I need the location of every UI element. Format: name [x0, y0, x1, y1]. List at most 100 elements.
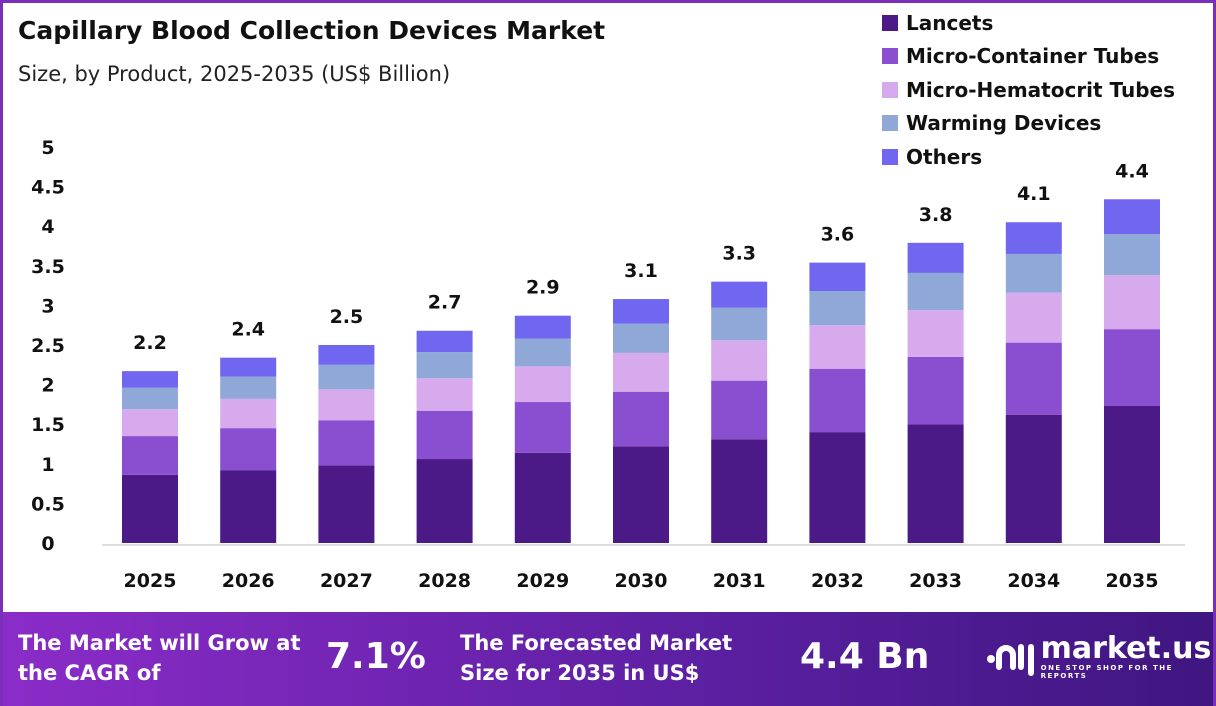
bar-segment-warming-devices [220, 376, 277, 399]
total-label: 3.3 [722, 243, 756, 265]
legend: Lancets Micro-Container Tubes Micro-Hemato… [882, 6, 1175, 174]
legend-label: Lancets [906, 10, 994, 35]
cagr-label: The Market will Grow at the CAGR of [18, 631, 301, 685]
bar-segment-others [220, 357, 277, 377]
x-tick-label: 2027 [320, 570, 373, 592]
bar-segment-warming-devices [1104, 234, 1160, 276]
y-tick-label: 5 [41, 137, 54, 159]
bar-segment-micro-hematocrit-tubes [220, 398, 277, 429]
y-tick-label: 3.5 [31, 256, 65, 278]
bar-segment-others [514, 315, 571, 339]
bar-segment-micro-container-tubes [907, 356, 964, 425]
market-us-logo: market.us ONE STOP SHOP FOR THE REPORTS [985, 634, 1216, 680]
legend-item: Micro-Container Tubes [882, 40, 1175, 74]
bar-segment-micro-container-tubes [514, 402, 571, 453]
x-tick-label: 2031 [713, 570, 766, 592]
y-tick-label: 4.5 [31, 177, 65, 199]
bar-segment-lancets [220, 470, 277, 543]
total-label: 2.7 [428, 292, 462, 314]
bar-segment-micro-hematocrit-tubes [122, 409, 178, 437]
bar-segment-micro-container-tubes [1104, 329, 1160, 406]
bar-segment-micro-hematocrit-tubes [907, 310, 964, 357]
bar-segment-lancets [809, 432, 866, 543]
bar-segment-micro-hematocrit-tubes [318, 389, 375, 421]
legend-swatch [882, 81, 898, 98]
bar-segment-micro-container-tubes [809, 368, 866, 433]
y-tick-label: 3 [41, 295, 54, 317]
bar-segment-others [1005, 222, 1062, 254]
legend-swatch [882, 14, 898, 31]
bar-segment-others [907, 242, 964, 273]
bar-segment-micro-container-tubes [220, 428, 277, 471]
x-tick-label: 2035 [1106, 570, 1159, 592]
bar-segment-micro-container-tubes [613, 391, 669, 447]
bar-segment-lancets [711, 439, 768, 543]
total-label: 2.4 [231, 319, 265, 341]
chart-subtitle: Size, by Product, 2025-2035 (US$ Billion… [18, 62, 451, 86]
y-tick-label: 1.5 [31, 414, 65, 436]
bar-segment-lancets [514, 452, 571, 543]
y-tick-label: 2 [41, 375, 54, 397]
x-tick-label: 2026 [222, 570, 275, 592]
x-tick-label: 2034 [1007, 570, 1060, 592]
y-tick-label: 0 [41, 533, 54, 555]
legend-item: Warming Devices [882, 107, 1175, 141]
total-label: 3.8 [919, 204, 953, 226]
bar-segment-warming-devices [514, 338, 571, 367]
bar-segment-others [809, 262, 866, 292]
bar-segment-micro-hematocrit-tubes [809, 325, 866, 369]
legend-label: Warming Devices [906, 111, 1102, 136]
bar-segment-others [122, 371, 178, 388]
logo-name: market.us [1040, 631, 1212, 666]
bar-segment-others [1104, 199, 1160, 235]
bar-segment-micro-hematocrit-tubes [613, 352, 669, 392]
legend-swatch [882, 48, 898, 65]
bar-segment-warming-devices [318, 364, 375, 390]
legend-item: Micro-Hematocrit Tubes [882, 73, 1175, 107]
bar-segment-others [711, 281, 768, 308]
x-tick-label: 2028 [418, 570, 471, 592]
bar-segment-micro-container-tubes [318, 420, 375, 466]
y-tick-label: 4 [41, 216, 54, 238]
bar-segment-others [416, 330, 473, 353]
legend-label: Micro-Hematocrit Tubes [906, 77, 1176, 102]
total-label: 3.6 [821, 224, 855, 246]
x-tick-label: 2032 [811, 570, 864, 592]
bar-segment-lancets [416, 459, 473, 543]
bar-segment-lancets [613, 446, 669, 543]
bar-segment-lancets [1104, 405, 1160, 543]
legend-item: Lancets [882, 6, 1175, 40]
bar-segment-lancets [1005, 414, 1062, 543]
bar-segment-lancets [907, 424, 964, 543]
bar-segment-lancets [318, 465, 375, 543]
bar-segment-warming-devices [122, 387, 178, 410]
total-label: 3.1 [624, 260, 658, 282]
total-label: 2.5 [330, 306, 364, 328]
forecast-label: The Forecasted Market Size for 2035 in U… [460, 631, 733, 685]
forecast-value: 4.4 Bn [800, 636, 930, 677]
bar-segment-micro-container-tubes [711, 380, 768, 440]
y-tick-label: 0.5 [31, 493, 65, 515]
bar-segment-micro-container-tubes [122, 436, 178, 475]
total-label: 2.9 [526, 277, 560, 299]
legend-swatch [882, 115, 898, 132]
logo-icon [987, 644, 1034, 676]
x-tick-label: 2029 [516, 570, 569, 592]
total-label: 4.4 [1115, 160, 1149, 182]
cagr-value: 7.1% [326, 636, 426, 677]
bar-segment-warming-devices [416, 352, 473, 379]
y-tick-label: 2.5 [31, 335, 65, 357]
chart-title: Capillary Blood Collection Devices Marke… [18, 16, 606, 45]
bar-segment-warming-devices [613, 323, 669, 353]
bar-segment-micro-hematocrit-tubes [711, 340, 768, 381]
bar-segment-micro-hematocrit-tubes [1104, 275, 1160, 330]
logo-tagline: ONE STOP SHOP FOR THE REPORTS [1040, 664, 1173, 680]
bar-segment-warming-devices [809, 291, 866, 326]
bar-segment-warming-devices [711, 307, 768, 341]
bar-segment-micro-container-tubes [416, 410, 473, 460]
total-label: 2.2 [133, 332, 167, 354]
total-label: 4.1 [1017, 183, 1051, 205]
bar-segment-others [318, 345, 375, 365]
legend-swatch [882, 148, 898, 165]
legend-label: Others [906, 144, 983, 169]
